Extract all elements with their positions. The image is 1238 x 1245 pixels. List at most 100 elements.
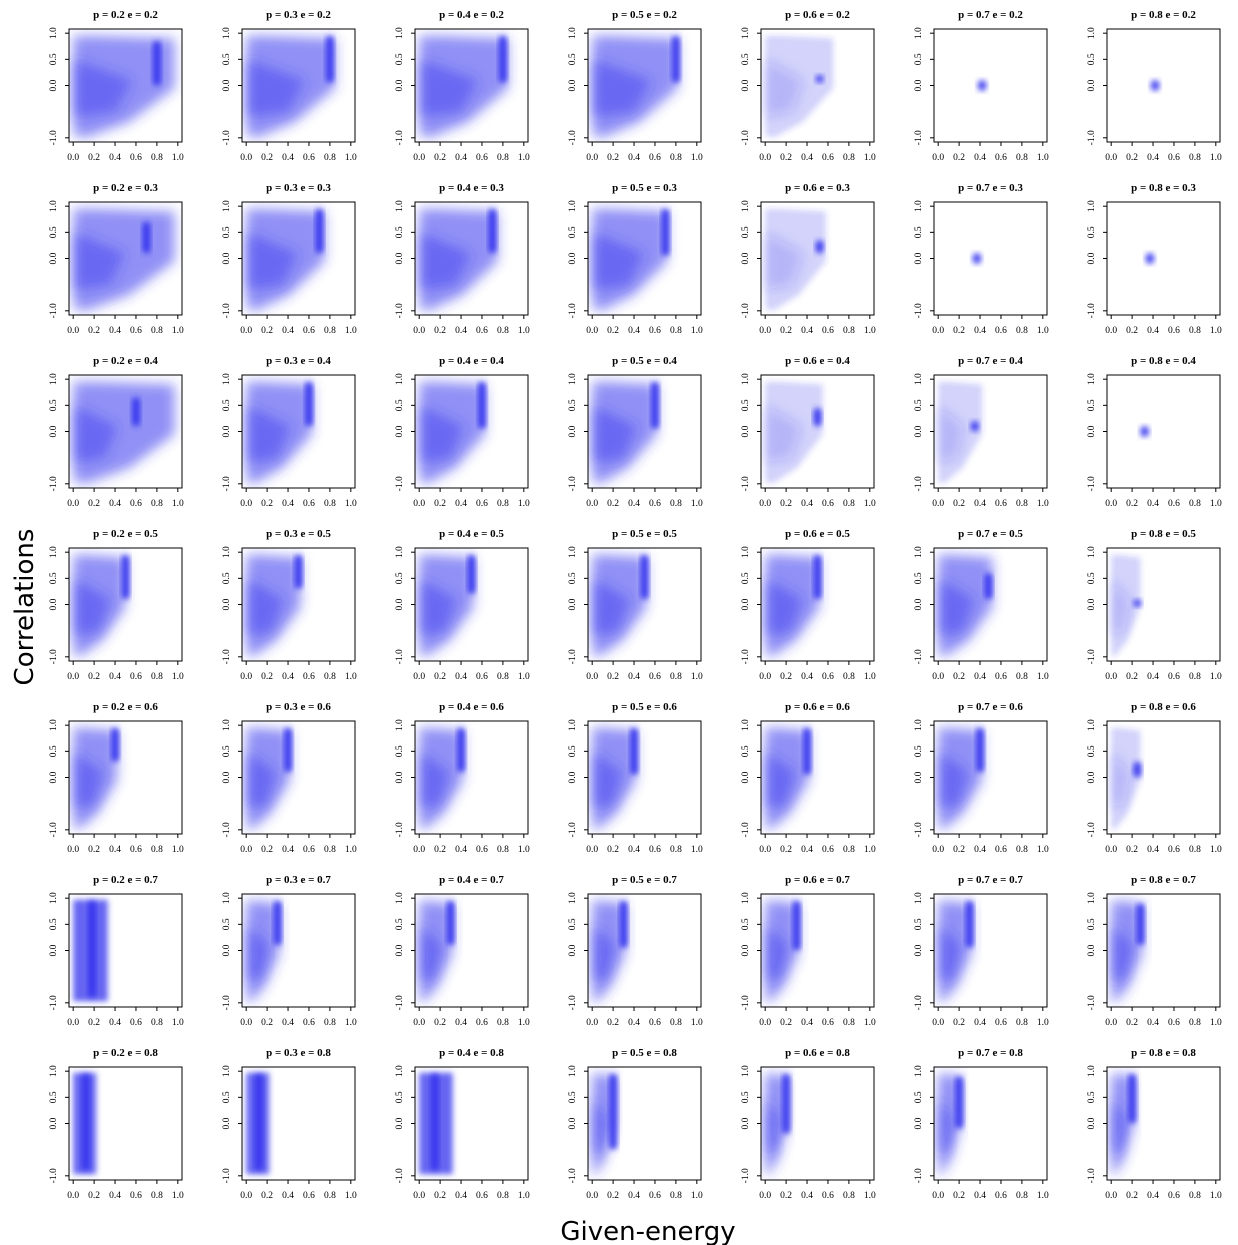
x-tick-label: 1.0 [518,672,530,682]
density-marks [765,381,823,484]
density-ridge [254,1073,263,1171]
x-tick-label: 0.0 [932,499,944,509]
x-tick-label: 0.4 [282,153,294,163]
x-tick-label: 0.4 [455,672,467,682]
x-tick-label: 0.0 [586,1191,598,1201]
x-tick-label: 0.0 [240,845,252,855]
y-tick-label: 1.0 [741,1065,751,1077]
x-tick-label: 0.2 [953,672,965,682]
x-tick-label: 0.2 [780,1018,792,1028]
y-tick-label: 0.5 [914,572,924,584]
density-ridge [81,1073,90,1171]
x-tick-label: 0.0 [1105,672,1117,682]
y-tick-label: 0.0 [568,771,578,783]
y-tick-label: 0.5 [568,399,578,411]
x-tick-label: 0.2 [434,153,446,163]
density-marks [246,900,282,1003]
y-tick-label: 1.0 [222,200,232,212]
panel-p0.2-e0.7: p = 0.2 e = 0.7 0.0 0.2 0.4 0.6 0.8 1.0 -1.0 0.0… [49,874,184,1028]
density-core [419,751,449,809]
y-tick-label: 0.5 [914,399,924,411]
density-marks [765,1073,791,1176]
x-tick-label: 0.2 [88,1191,100,1201]
y-tick-label: 0.0 [568,425,578,437]
y-tick-label: 0.5 [222,53,232,65]
y-tick-label: 0.5 [222,1091,232,1103]
x-tick-label: 0.2 [261,153,273,163]
y-tick-label: 0.0 [49,79,59,91]
density-marks [938,1073,964,1176]
y-tick-label: 0.0 [1087,252,1097,264]
density-marks [972,253,982,264]
y-tick-label: -1.0 [741,822,751,837]
panel-p0.8-e0.4: p = 0.8 e = 0.4 0.0 0.2 0.4 0.6 0.8 1.0 -1.0 0.0… [1087,355,1222,509]
x-tick-label: 0.8 [843,326,855,336]
y-tick-label: 1.0 [568,373,578,385]
x-tick-label: 0.6 [649,672,661,682]
y-tick-label: -1.0 [1087,303,1097,318]
density-marks [1111,900,1145,1003]
x-tick-label: 0.8 [1189,326,1201,336]
x-tick-label: 0.6 [822,326,834,336]
y-tick-label: 0.0 [568,944,578,956]
x-tick-label: 1.0 [1037,326,1049,336]
x-tick-label: 1.0 [172,326,184,336]
y-axis-label: Correlations [10,529,40,686]
y-tick-label: 0.0 [741,252,751,264]
x-tick-label: 0.0 [413,672,425,682]
panel-title: p = 0.2 e = 0.7 [93,874,158,886]
y-tick-label: 0.5 [49,745,59,757]
density-marks [938,554,993,657]
x-tick-label: 0.2 [607,845,619,855]
y-tick-label: 0.5 [741,226,751,238]
density-core [592,59,651,117]
density-ridge [965,900,974,948]
x-tick-label: 0.2 [88,672,100,682]
panel-p0.2-e0.6: p = 0.2 e = 0.6 0.0 0.2 0.4 0.6 0.8 1.0 -1.0 0.0… [49,701,184,855]
x-tick-label: 1.0 [1210,1018,1222,1028]
x-tick-label: 0.2 [1126,499,1138,509]
x-tick-label: 0.4 [109,326,121,336]
x-tick-label: 1.0 [518,499,530,509]
x-tick-label: 0.2 [434,499,446,509]
x-tick-label: 0.6 [649,845,661,855]
x-tick-label: 1.0 [691,153,703,163]
y-tick-label: 1.0 [49,200,59,212]
y-tick-label: -1.0 [914,995,924,1010]
x-tick-label: 0.2 [607,499,619,509]
x-tick-label: 1.0 [345,845,357,855]
y-tick-label: 0.0 [222,1117,232,1129]
y-tick-label: -1.0 [741,995,751,1010]
panel-p0.4-e0.8: p = 0.4 e = 0.8 0.0 0.2 0.4 0.6 0.8 1.0 -1.0 0.0… [395,1047,530,1201]
x-tick-label: 0.2 [780,326,792,336]
panel-title: p = 0.4 e = 0.2 [439,9,504,21]
y-tick-label: 0.5 [395,399,405,411]
y-tick-label: 0.5 [914,226,924,238]
x-tick-label: 0.0 [1105,499,1117,509]
x-tick-label: 0.0 [586,672,598,682]
panel-title: p = 0.8 e = 0.7 [1131,874,1196,886]
y-tick-label: -1.0 [1087,1168,1097,1183]
x-tick-label: 0.6 [995,153,1007,163]
y-tick-label: 0.0 [1087,1117,1097,1129]
x-tick-label: 0.6 [303,499,315,509]
panel-title: p = 0.8 e = 0.5 [1131,528,1196,540]
panel-p0.2-e0.5: p = 0.2 e = 0.5 0.0 0.2 0.4 0.6 0.8 1.0 -1.0 0.0… [49,528,184,682]
y-tick-label: 0.5 [222,918,232,930]
y-tick-label: 0.0 [914,252,924,264]
x-tick-label: 0.8 [843,1018,855,1028]
y-tick-label: 0.0 [395,944,405,956]
x-tick-label: 0.0 [759,672,771,682]
panel-p0.6-e0.2: p = 0.6 e = 0.2 0.0 0.2 0.4 0.6 0.8 1.0 -1.0 0.0… [741,9,876,163]
panel-p0.6-e0.6: p = 0.6 e = 0.6 0.0 0.2 0.4 0.6 0.8 1.0 -1.0 0.0… [741,701,876,855]
y-tick-label: 1.0 [914,200,924,212]
x-tick-label: 0.0 [67,153,79,163]
x-tick-label: 1.0 [345,672,357,682]
panel-p0.3-e0.8: p = 0.3 e = 0.8 0.0 0.2 0.4 0.6 0.8 1.0 -1.0 0.0… [222,1047,357,1201]
y-tick-label: 0.0 [395,79,405,91]
y-tick-label: 0.0 [568,598,578,610]
y-tick-label: 1.0 [49,1065,59,1077]
density-core [73,578,110,636]
x-tick-label: 0.0 [932,672,944,682]
y-tick-label: 0.0 [222,771,232,783]
